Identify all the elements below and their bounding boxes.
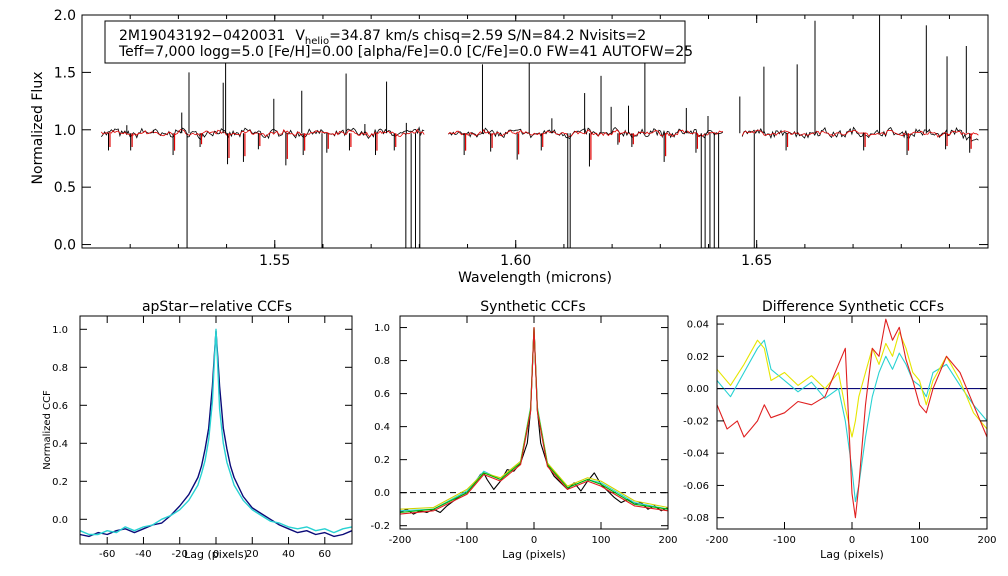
apstar-ccf-x-tick-label: -20 (172, 549, 188, 560)
difference-ccf-x-tick-label: -200 (706, 535, 729, 546)
difference-ccf-y-tick-label: -0.08 (683, 513, 709, 524)
apstar-ccf-title: apStar−relative CCFs (142, 299, 292, 315)
synthetic-ccf-y-tick-label: -0.2 (370, 521, 390, 532)
spectrum-ticks: 1.55 1.60 1.65 0.0 0.5 1.0 1.5 2.0 (54, 8, 988, 269)
apstar-ccf-series-combined (79, 330, 353, 538)
spectrum-ylabel: Normalized Flux (30, 72, 46, 185)
synthetic-ccf-x-tick-label: 100 (591, 535, 610, 546)
difference-ccf-series-visit-2 (716, 331, 988, 438)
synthetic-ccf-series-visit-4 (399, 327, 669, 515)
apstar-ccf-ylabel: Normalized CCF (42, 390, 53, 470)
difference-ccf-y-tick-label: 0.02 (687, 352, 709, 363)
synthetic-ccf-x-tick-label: -200 (389, 535, 412, 546)
header-rest: =34.87 km/s chisq=2.59 S/N=84.2 Nvisits=… (329, 28, 646, 44)
spectrum-model-chip (741, 129, 979, 138)
header-vsub: helio (305, 36, 329, 47)
synthetic-ccf-series-combined (399, 327, 669, 515)
synthetic-ccf-xlabel: Lag (pixels) (502, 548, 566, 561)
spectrum-y-tick-label: 1.5 (54, 65, 76, 81)
spectrum-header-line1: 2M19043192−0420031 Vhelio=34.87 km/s chis… (119, 28, 646, 47)
synthetic-ccf-series-visit-3 (399, 327, 669, 514)
spectrum-model-chip (448, 128, 724, 138)
apstar-ccf-y-tick-label: 0.0 (52, 515, 68, 526)
apstar-ccf-series-visit-1 (79, 328, 353, 536)
apstar-ccf-x-tick-label: 40 (282, 549, 295, 560)
header-v: V (295, 28, 305, 44)
apstar-ccf-series-group (79, 328, 353, 538)
difference-ccf-y-tick-label: 0.04 (687, 320, 709, 331)
spectrum-y-tick-label: 0.5 (54, 180, 76, 196)
difference-ccf-title: Difference Synthetic CCFs (762, 299, 944, 315)
synthetic-ccf-series-group (399, 327, 669, 515)
synthetic-ccf-y-tick-label: 0.6 (374, 389, 390, 400)
apstar-ccf-y-tick-label: 0.2 (52, 477, 68, 488)
apstar-ccf-axes-frame (79, 315, 353, 545)
synthetic-ccf-title: Synthetic CCFs (480, 299, 585, 315)
spectrum-y-tick-label: 2.0 (54, 8, 76, 24)
apstar-ccf-panel: apStar−relative CCFs -60 -40 -20 0 20 40 60 0.0… (42, 299, 353, 561)
synthetic-ccf-x-tick-label: -100 (456, 535, 479, 546)
spectrum-model-chip (100, 128, 425, 138)
spectrum-y-tick-label: 1.0 (54, 123, 76, 139)
difference-ccf-series-group (716, 318, 988, 519)
apstar-ccf-x-tick-label: 20 (246, 549, 259, 560)
difference-ccf-y-tick-label: -0.02 (683, 416, 709, 427)
apstar-ccf-y-tick-label: 1.0 (52, 325, 68, 336)
synthetic-ccf-y-tick-label: 0.2 (374, 455, 390, 466)
apstar-ccf-x-tick-label: 60 (318, 549, 331, 560)
synthetic-ccf-y-tick-label: 0.8 (374, 356, 390, 367)
difference-ccf-xlabel: Lag (pixels) (820, 548, 884, 561)
spectrum-header-line2: Teff=7,000 logg=5.0 [Fe/H]=0.00 [alpha/F… (118, 44, 693, 60)
apstar-ccf-x-tick-label: 0 (213, 549, 219, 560)
spectrum-panel: 1.55 1.60 1.65 0.0 0.5 1.0 1.5 2.0 Wavelength (… (30, 8, 989, 286)
spectrum-axes-frame (81, 14, 989, 249)
spectrum-x-tick-label: 1.60 (500, 253, 531, 269)
difference-ccf-x-tick-label: 0 (849, 535, 855, 546)
apstar-ccf-xlabel: Lag (pixels) (184, 548, 248, 561)
synthetic-ccf-series-visit-2 (399, 327, 669, 510)
synthetic-ccf-ticks: -200 -100 0 100 200 -0.2 0.0 0.2 0.4 0.6 0.8 1.0 (370, 316, 678, 546)
apstar-ccf-ticks: -60 -40 -20 0 20 40 60 0.0 0.2 0.4 0.6 0.8 1.0 (52, 316, 352, 560)
difference-ccf-panel: Difference Synthetic CCFs -200 -100 0 100 20… (683, 299, 996, 561)
spectrum-x-tick-label: 1.55 (259, 253, 290, 269)
synthetic-ccf-x-tick-label: 200 (658, 535, 677, 546)
apstar-ccf-y-tick-label: 0.4 (52, 439, 68, 450)
apstar-ccf-x-tick-label: -40 (135, 549, 151, 560)
synthetic-ccf-panel: Synthetic CCFs -200 -100 0 100 200 -0.2 0.0 0.2… (370, 299, 677, 561)
difference-ccf-series-visit-3 (716, 318, 988, 519)
difference-ccf-y-tick-label: 0.00 (687, 384, 709, 395)
synthetic-ccf-series-visit-1 (399, 327, 669, 512)
synthetic-ccf-y-tick-label: 0.0 (374, 488, 390, 499)
spectrum-x-tick-label: 1.65 (741, 253, 772, 269)
difference-ccf-y-tick-label: -0.06 (683, 481, 709, 492)
spectrum-observed-chip (448, 126, 724, 140)
apstar-ccf-x-tick-label: -60 (99, 549, 115, 560)
apstar-ccf-y-tick-label: 0.6 (52, 401, 68, 412)
synthetic-ccf-y-tick-label: 0.4 (374, 422, 390, 433)
difference-ccf-x-tick-label: -100 (773, 535, 796, 546)
difference-ccf-x-tick-label: 200 (977, 535, 996, 546)
spectrum-xlabel: Wavelength (microns) (458, 270, 612, 286)
header-star-id: 2M19043192−0420031 (119, 28, 285, 44)
difference-ccf-series-visit-1 (716, 339, 988, 503)
difference-ccf-y-tick-label: -0.04 (683, 449, 709, 460)
difference-ccf-ticks: -200 -100 0 100 200 -0.08 -0.06 -0.04 -0.02 0.00 0… (683, 316, 997, 546)
synthetic-ccf-y-tick-label: 1.0 (374, 323, 390, 334)
spectrum-y-tick-label: 0.0 (54, 238, 76, 254)
synthetic-ccf-x-tick-label: 0 (531, 535, 537, 546)
difference-ccf-x-tick-label: 100 (910, 535, 929, 546)
spectrum-header-box (104, 20, 686, 64)
apstar-ccf-y-tick-label: 0.8 (52, 363, 68, 374)
